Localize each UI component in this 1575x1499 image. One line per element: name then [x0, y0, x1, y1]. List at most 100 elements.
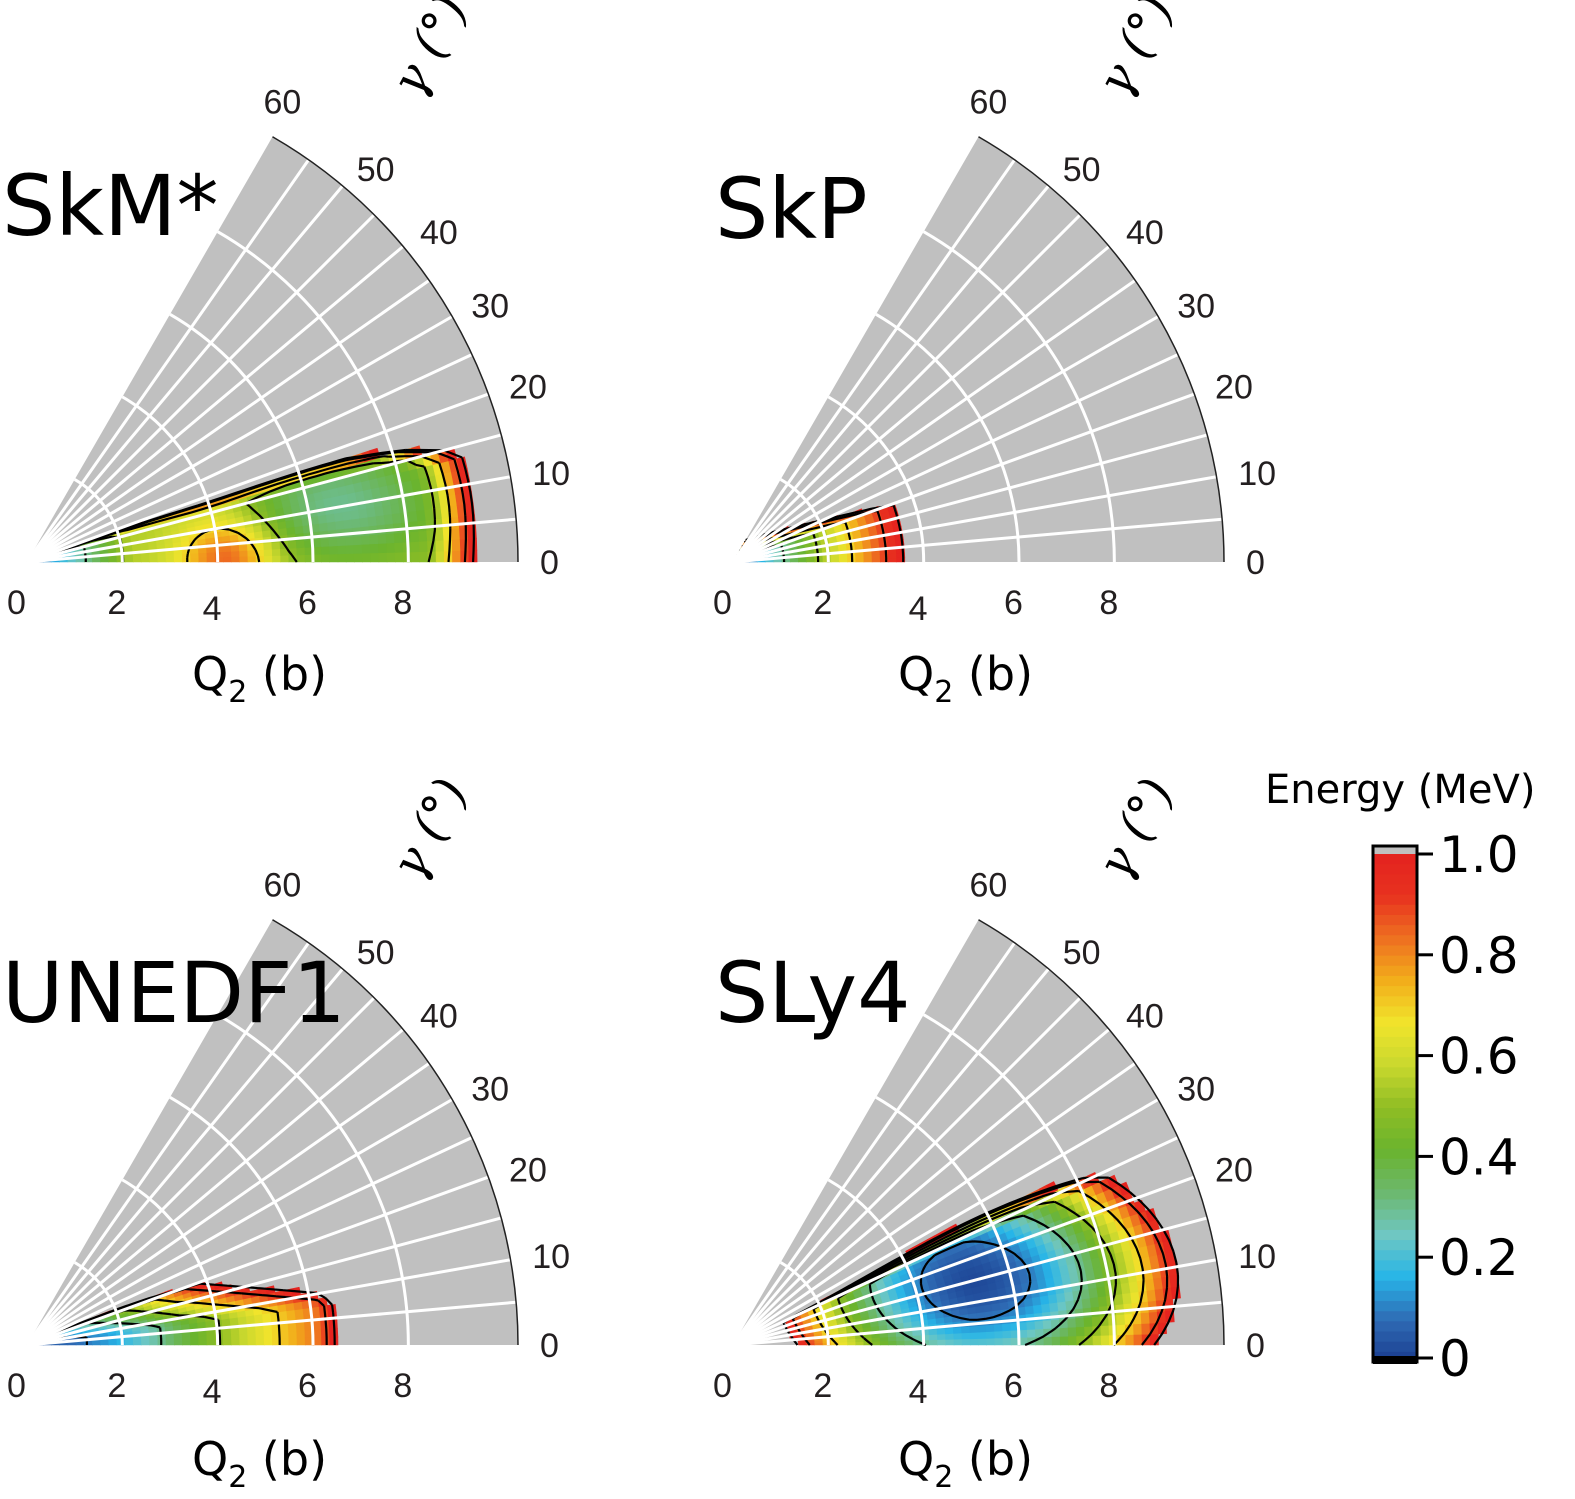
- gamma-tick-label: 0: [540, 544, 559, 582]
- heatmap-cell: [288, 1330, 298, 1339]
- colorbar-segment: [1373, 925, 1417, 936]
- heatmap-cell: [1141, 1322, 1151, 1335]
- heatmap-cell: [1064, 1290, 1075, 1302]
- colorbar-tick-label: 0.4: [1439, 1128, 1519, 1186]
- x-tick-label: 2: [107, 1367, 126, 1405]
- heatmap-cell: [333, 511, 344, 522]
- heatmap-cell: [157, 558, 167, 563]
- colorbar-segment: [1373, 935, 1417, 947]
- grid-radial: [732, 1098, 1159, 1347]
- colorbar-segment: [1373, 1270, 1417, 1282]
- colorbar-segment: [1373, 854, 1417, 865]
- heatmap-cell: [847, 1341, 857, 1346]
- heatmap-cell: [375, 514, 386, 526]
- heatmap-cell: [1130, 1291, 1141, 1304]
- heatmap-cell: [344, 535, 355, 546]
- x-axis-label: Q2 (b): [192, 1432, 327, 1495]
- heatmap-cell: [173, 557, 183, 563]
- x-tick-label: 6: [1004, 584, 1023, 622]
- gamma-axis-label: γ (°): [1086, 769, 1185, 888]
- heatmap-cell: [435, 539, 445, 552]
- colorbar-segment: [1373, 1138, 1417, 1150]
- gamma-tick-label: 50: [1063, 934, 1101, 972]
- x-tick-label: 0: [7, 1367, 26, 1405]
- gamma-tick-label: 0: [1246, 544, 1265, 582]
- heatmap-cell: [879, 1340, 889, 1346]
- heatmap-cell: [279, 1324, 289, 1333]
- heatmap-cell: [467, 526, 477, 540]
- heatmap-cell: [190, 1335, 200, 1342]
- x-tick-label: 6: [298, 584, 317, 622]
- heatmap-cell: [863, 558, 873, 563]
- colorbar-segment: [1373, 1158, 1417, 1170]
- heatmap-cell: [452, 550, 462, 563]
- colorbar-segment: [1373, 1219, 1417, 1231]
- heatmap-cell: [393, 532, 404, 544]
- heatmap-cell: [352, 535, 363, 546]
- grid-radial: [26, 475, 511, 564]
- heatmap-cell: [969, 1331, 979, 1340]
- gamma-tick-label: 0: [1246, 1327, 1265, 1365]
- heatmap-cell: [255, 1326, 265, 1334]
- grid-radial: [26, 392, 489, 564]
- x-tick-label: 8: [393, 584, 412, 622]
- heatmap-cell: [1051, 1336, 1061, 1346]
- heatmap-cell: [978, 1338, 988, 1346]
- heatmap-cell: [1113, 1293, 1124, 1306]
- gamma-tick-label: 30: [471, 1071, 509, 1109]
- heatmap-cell: [424, 508, 435, 521]
- heatmap-cell: [296, 547, 306, 556]
- colorbar-segment: [1373, 1199, 1417, 1211]
- colorbar-segment: [1373, 1240, 1417, 1251]
- heatmap-cell: [937, 1339, 947, 1346]
- grid-radial: [26, 1136, 473, 1347]
- grid-radial: [731, 184, 1050, 563]
- colorbar-segment: [1373, 1189, 1417, 1201]
- heatmap-cell: [961, 1338, 971, 1346]
- heatmap-cell: [263, 542, 273, 550]
- heatmap-cell: [391, 512, 402, 524]
- heatmap-cell: [1154, 1288, 1165, 1301]
- heatmap-cell: [425, 518, 436, 531]
- heatmap-cell: [337, 544, 347, 555]
- heatmap-cell: [288, 1337, 298, 1346]
- heatmap-cell: [190, 557, 200, 563]
- grid-radial: [26, 1175, 489, 1347]
- heatmap-cell: [904, 1339, 914, 1346]
- panel-title: SkM*: [2, 157, 218, 255]
- heatmap-cell: [383, 513, 394, 525]
- panel-title: UNEDF1: [2, 944, 346, 1042]
- heatmap-cell: [394, 541, 404, 553]
- heatmap-cell: [165, 1340, 175, 1346]
- heatmap-cell: [418, 530, 428, 542]
- gamma-tick-label: 40: [420, 997, 458, 1035]
- heatmap-cell: [407, 510, 418, 523]
- heatmap-cell: [367, 515, 378, 527]
- gamma-tick-label: 20: [509, 1152, 547, 1190]
- heatmap-cell: [141, 558, 151, 563]
- heatmap-cell: [231, 1339, 241, 1346]
- colorbar-segment: [1373, 914, 1417, 926]
- heatmap-cell: [206, 1334, 216, 1341]
- heatmap-cell: [1100, 1334, 1110, 1346]
- heatmap-cell: [1083, 1316, 1093, 1327]
- x-tick-label: 4: [203, 590, 222, 628]
- gamma-tick-label: 30: [1177, 1071, 1215, 1109]
- heatmap-cell: [239, 1333, 249, 1340]
- grid-radial: [732, 1175, 1195, 1347]
- colorbar-segment: [1373, 1290, 1417, 1302]
- colorbar-segment: [1373, 1077, 1417, 1089]
- grid-radial: [731, 213, 1082, 564]
- gamma-axis-label: γ (°): [380, 0, 479, 106]
- gamma-tick-label: 40: [1126, 997, 1164, 1035]
- heatmap-cell: [994, 1330, 1004, 1339]
- grid-radial: [25, 184, 344, 563]
- heatmap-cell: [312, 553, 322, 563]
- heatmap-cell: [173, 1340, 183, 1346]
- gamma-tick-label: 0: [540, 1327, 559, 1365]
- heatmap-cell: [345, 544, 355, 554]
- heatmap-cell: [386, 542, 396, 553]
- panel-title: SkP: [715, 160, 868, 258]
- heatmap-cell: [855, 1341, 865, 1346]
- heatmap-cell: [1092, 1335, 1102, 1346]
